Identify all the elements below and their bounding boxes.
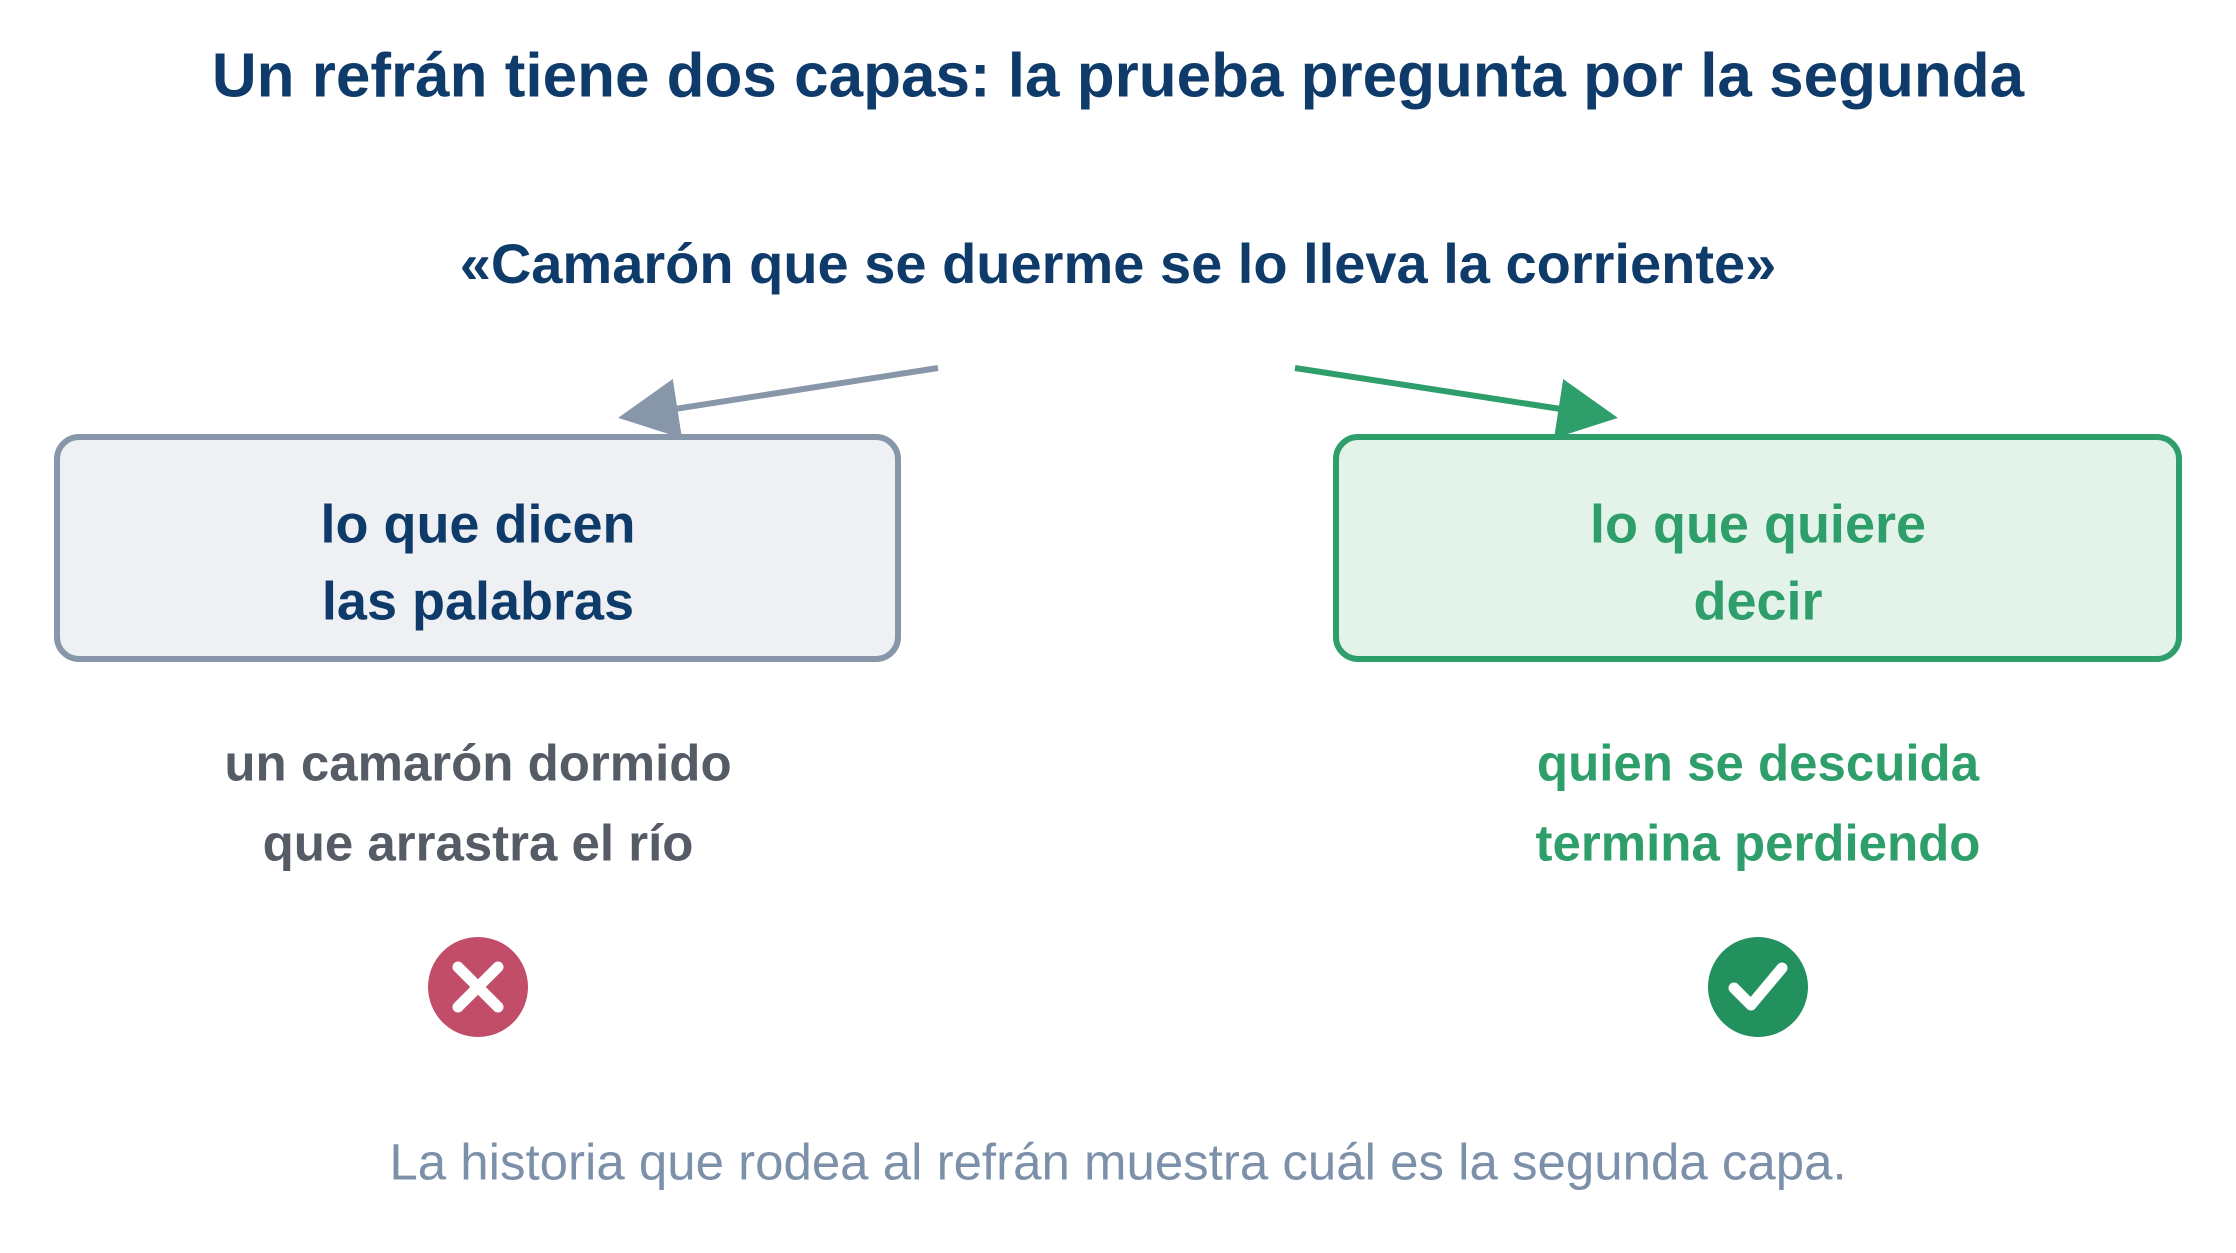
arrow-left <box>618 365 939 439</box>
box-left <box>54 434 901 662</box>
box-label: lo que dicen <box>320 494 635 554</box>
meaning: que arrastra el río <box>263 814 694 871</box>
box-label: lo que quiere <box>1590 494 1926 554</box>
arrow-right <box>1294 365 1618 439</box>
title: Un refrán tiene dos capas: la prueba pre… <box>212 41 2025 110</box>
meaning: quien se descuida <box>1537 734 1980 791</box>
box-label: decir <box>1693 571 1822 631</box>
footer: La historia que rodea al refrán muestra … <box>389 1133 1846 1190</box>
cross-icon <box>428 937 528 1037</box>
box-label: las palabras <box>322 571 634 631</box>
meaning: un camarón dormido <box>224 734 731 791</box>
quote: «Camarón que se duerme se lo lleva la co… <box>460 232 1777 295</box>
box-right <box>1333 434 2182 662</box>
check-icon <box>1708 937 1808 1037</box>
meaning: termina perdiendo <box>1536 814 1981 871</box>
